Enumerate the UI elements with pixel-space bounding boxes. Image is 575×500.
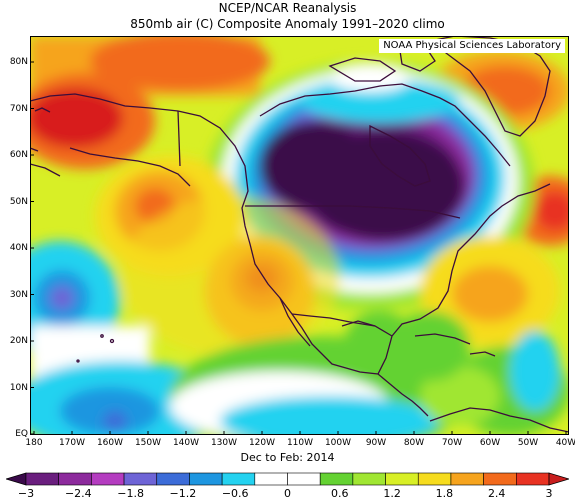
- longitude-label: 90W: [365, 438, 387, 448]
- colorbar: [6, 472, 569, 486]
- longitude-label: 180: [25, 438, 43, 448]
- colorbar-segment: [156, 472, 190, 486]
- colorbar-segment: [287, 472, 321, 486]
- longitude-label: 60W: [479, 438, 501, 448]
- period-label: Dec to Feb: 2014: [240, 451, 335, 464]
- colorbar-segment: [254, 472, 288, 486]
- latitude-label: 20N: [9, 336, 28, 346]
- colorbar-segment: [189, 472, 223, 486]
- longitude-label: 130W: [210, 438, 238, 448]
- map-title: NCEP/NCAR Reanalysis: [218, 1, 357, 15]
- colorbar-label: 1.2: [383, 487, 401, 500]
- latitude-label: 80N: [9, 57, 28, 67]
- longitude-label: 80W: [403, 438, 425, 448]
- colorbar-segment: [123, 472, 158, 486]
- longitude-label: 70W: [441, 438, 463, 448]
- longitude-label: 100W: [324, 438, 352, 448]
- colorbar-label: 2.4: [487, 487, 506, 500]
- latitude-label: 30N: [9, 289, 28, 300]
- longitude-label: 110W: [286, 438, 314, 448]
- longitude-label: 170W: [58, 438, 86, 448]
- latitude-label: 40N: [9, 243, 28, 253]
- colorbar-segment: [516, 472, 550, 486]
- colorbar-label: 0.6: [331, 487, 349, 500]
- latitude-label: 10N: [9, 382, 28, 393]
- anomaly-map-svg: [30, 36, 569, 435]
- colorbar-label: −3: [17, 487, 35, 500]
- colorbar-segment: [91, 472, 125, 486]
- colorbar-label: −0.6: [221, 487, 249, 500]
- longitude-label: 150W: [134, 438, 162, 448]
- colorbar-segment: [319, 472, 354, 486]
- colorbar-low-arrow: [6, 472, 27, 486]
- colorbar-segment: [58, 472, 92, 486]
- latitude-label: EQ: [15, 429, 28, 439]
- longitude-label: 160W: [96, 438, 124, 448]
- longitude-label: 40W: [555, 438, 575, 448]
- longitude-label: 140W: [172, 438, 200, 448]
- colorbar-segment: [450, 472, 484, 486]
- latitude-label: 50N: [9, 196, 28, 207]
- colorbar-segment: [385, 472, 419, 486]
- longitude-label: 50W: [517, 438, 539, 448]
- colorbar-label: −1.2: [169, 487, 197, 500]
- colorbar-segment: [25, 472, 59, 486]
- colorbar-segment: [417, 472, 452, 486]
- anomaly-map: NOAA Physical Sciences Laboratory: [30, 36, 569, 435]
- colorbar-label: 1.8: [435, 487, 454, 500]
- colorbar-segment: [483, 472, 517, 486]
- colorbar-label: −2.4: [64, 487, 92, 500]
- map-subtitle: 850mb air (C) Composite Anomaly 1991–202…: [130, 17, 445, 31]
- longitude-label: 120W: [248, 438, 276, 448]
- colorbar-label: −1.8: [117, 487, 144, 500]
- colorbar-label: 3: [545, 487, 553, 500]
- latitude-label: 60N: [9, 150, 28, 160]
- anomaly-field: [30, 36, 569, 435]
- colorbar-segment: [352, 472, 386, 486]
- colorbar-segment: [221, 472, 256, 486]
- credit-label: NOAA Physical Sciences Laboratory: [379, 39, 565, 53]
- latitude-label: 70N: [9, 103, 28, 114]
- colorbar-high-arrow: [548, 472, 569, 486]
- colorbar-label: 0: [284, 487, 291, 500]
